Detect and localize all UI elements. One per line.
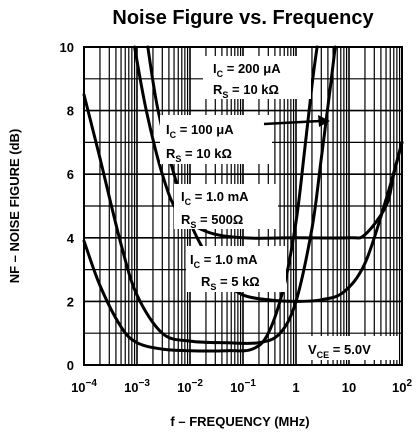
label-ic-line: IC = 1.0 mA bbox=[190, 252, 258, 270]
label-rs-line: RS = 10 kΩ bbox=[166, 146, 232, 164]
x-tick-label: 10−1 bbox=[230, 378, 256, 395]
curve-200ua-10k bbox=[133, 45, 404, 240]
x-tick-label: 102 bbox=[392, 378, 412, 395]
x-tick-label: 10−4 bbox=[71, 378, 97, 395]
label-box bbox=[186, 246, 286, 292]
label-1ma-5k: IC = 1.0 mA RS = 5 kΩ bbox=[186, 246, 286, 292]
curve-1ma-5k bbox=[82, 45, 337, 345]
y-tick-label: 0 bbox=[67, 358, 74, 373]
y-tick-label: 8 bbox=[67, 104, 74, 119]
x-tick-label: 10−2 bbox=[177, 378, 203, 395]
y-axis-label: NF – NOISE FIGURE (dB) bbox=[7, 129, 22, 284]
plot-frame bbox=[83, 46, 403, 366]
label-rs-line: RS = 500Ω bbox=[181, 212, 243, 230]
label-100ua-10k: IC = 100 μA RS = 10 kΩ bbox=[160, 115, 272, 164]
label-pointer-arrow bbox=[263, 115, 330, 127]
label-ic-line: IC = 1.0 mA bbox=[181, 189, 249, 207]
label-rs-line: RS = 10 kΩ bbox=[213, 82, 279, 100]
arrow-head bbox=[318, 115, 330, 127]
x-tick-label: 1 bbox=[292, 380, 299, 395]
y-tick-label: 4 bbox=[67, 231, 75, 246]
x-tick-labels: 10−4 10−3 10−2 10−1 1 10 102 bbox=[71, 378, 412, 395]
label-1ma-500: IC = 1.0 mA RS = 500Ω bbox=[174, 184, 278, 230]
vce-condition-label: VCE = 5.0V bbox=[300, 336, 398, 360]
arrow-shaft bbox=[263, 119, 321, 126]
curve-100ua-10k bbox=[146, 45, 404, 303]
vce-text: VCE = 5.0V bbox=[308, 342, 371, 360]
curves bbox=[82, 45, 404, 353]
label-box bbox=[160, 115, 272, 164]
chart-title: Noise Figure vs. Frequency bbox=[112, 7, 374, 29]
label-box bbox=[300, 336, 398, 360]
label-box bbox=[203, 56, 311, 99]
y-tick-label: 10 bbox=[60, 40, 74, 55]
y-tick-label: 6 bbox=[67, 167, 74, 182]
y-tick-label: 2 bbox=[67, 294, 74, 309]
y-tick-labels: 0 2 4 6 8 10 bbox=[60, 40, 75, 373]
label-ic-line: IC = 100 μA bbox=[166, 122, 234, 140]
x-tick-label: 10 bbox=[342, 380, 356, 395]
label-ic-line: IC = 200 μA bbox=[213, 61, 281, 79]
x-tick-label: 10−3 bbox=[124, 378, 150, 395]
curve-1ma-500 bbox=[82, 45, 319, 353]
label-200ua-10k: IC = 200 μA RS = 10 kΩ bbox=[203, 56, 311, 100]
x-axis-label: f – FREQUENCY (MHz) bbox=[170, 414, 309, 429]
label-rs-line: RS = 5 kΩ bbox=[201, 274, 260, 292]
label-box bbox=[174, 184, 278, 229]
